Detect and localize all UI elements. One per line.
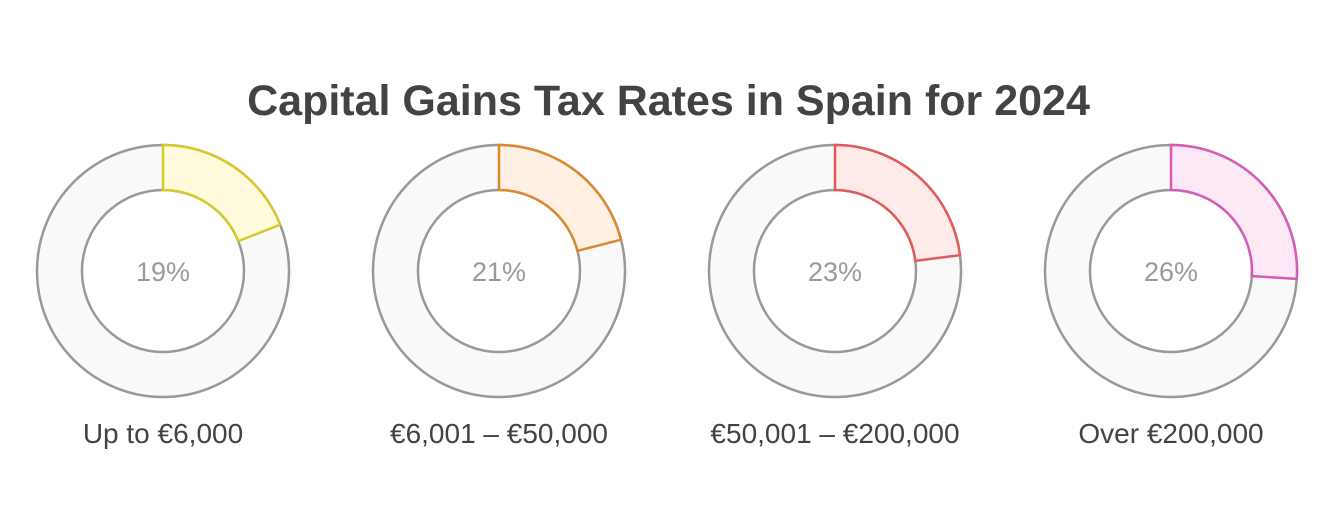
category-label: €50,001 – €200,000: [710, 418, 959, 449]
value-label: 19%: [136, 257, 190, 287]
value-label: 23%: [808, 257, 862, 287]
donut-segment: [833, 143, 962, 263]
category-label: Over €200,000: [1078, 418, 1263, 449]
donut-segment: [497, 143, 623, 253]
value-label: 26%: [1144, 257, 1198, 287]
category-label: Up to €6,000: [83, 418, 243, 449]
donut-4: 26% Over €200,000: [1043, 143, 1299, 449]
category-label: €6,001 – €50,000: [390, 418, 608, 449]
chart-title: Capital Gains Tax Rates in Spain for 202…: [247, 77, 1090, 125]
donut-3: 23% €50,001 – €200,000: [707, 143, 963, 449]
donut-segment: [161, 143, 282, 243]
value-label: 21%: [472, 257, 526, 287]
donut-2: 21% €6,001 – €50,000: [371, 143, 627, 449]
donut-segment: [1169, 143, 1299, 281]
donut-1: 19% Up to €6,000: [35, 143, 291, 449]
